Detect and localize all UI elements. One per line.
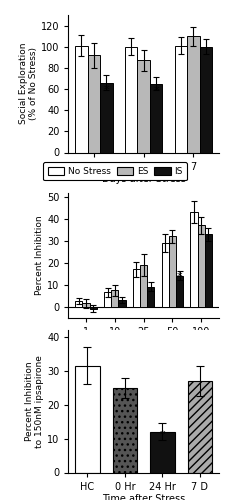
Bar [118,300,125,306]
Bar [132,270,139,306]
Bar [124,46,137,152]
Text: *: * [153,86,158,96]
X-axis label: Days after Stress: Days after Stress [101,174,185,184]
Text: *: * [176,272,182,282]
Legend: No Stress, ES, IS: No Stress, ES, IS [43,162,186,180]
Y-axis label: Social Exploration
(% of No Stress): Social Exploration (% of No Stress) [19,43,38,124]
Bar [137,60,149,152]
Bar [89,306,96,308]
Bar [100,82,112,152]
Bar [190,212,197,306]
Bar [104,292,111,306]
Bar [175,276,183,306]
Bar [174,46,186,152]
Bar [168,236,175,306]
Bar [187,381,211,472]
X-axis label: Serotonin μM: Serotonin μM [111,340,175,349]
Bar [112,388,136,472]
Bar [199,46,211,152]
Bar [111,290,118,306]
Bar [186,36,199,152]
Y-axis label: Percent Inhibition: Percent Inhibition [35,215,44,295]
Bar [75,366,99,472]
Bar [82,303,89,306]
Bar [149,84,162,152]
Text: *: * [103,85,109,95]
Bar [75,46,87,152]
Text: *: * [159,430,165,440]
Bar [87,55,100,152]
Bar [161,243,168,306]
X-axis label: Time after Stress: Time after Stress [101,494,185,500]
Bar [150,432,174,472]
Y-axis label: Percent Inhibition
to 150nM ipsapirone: Percent Inhibition to 150nM ipsapirone [25,355,44,448]
Bar [75,301,82,306]
Bar [204,234,211,306]
Bar [139,265,147,306]
Bar [147,287,154,306]
Bar [197,226,204,306]
